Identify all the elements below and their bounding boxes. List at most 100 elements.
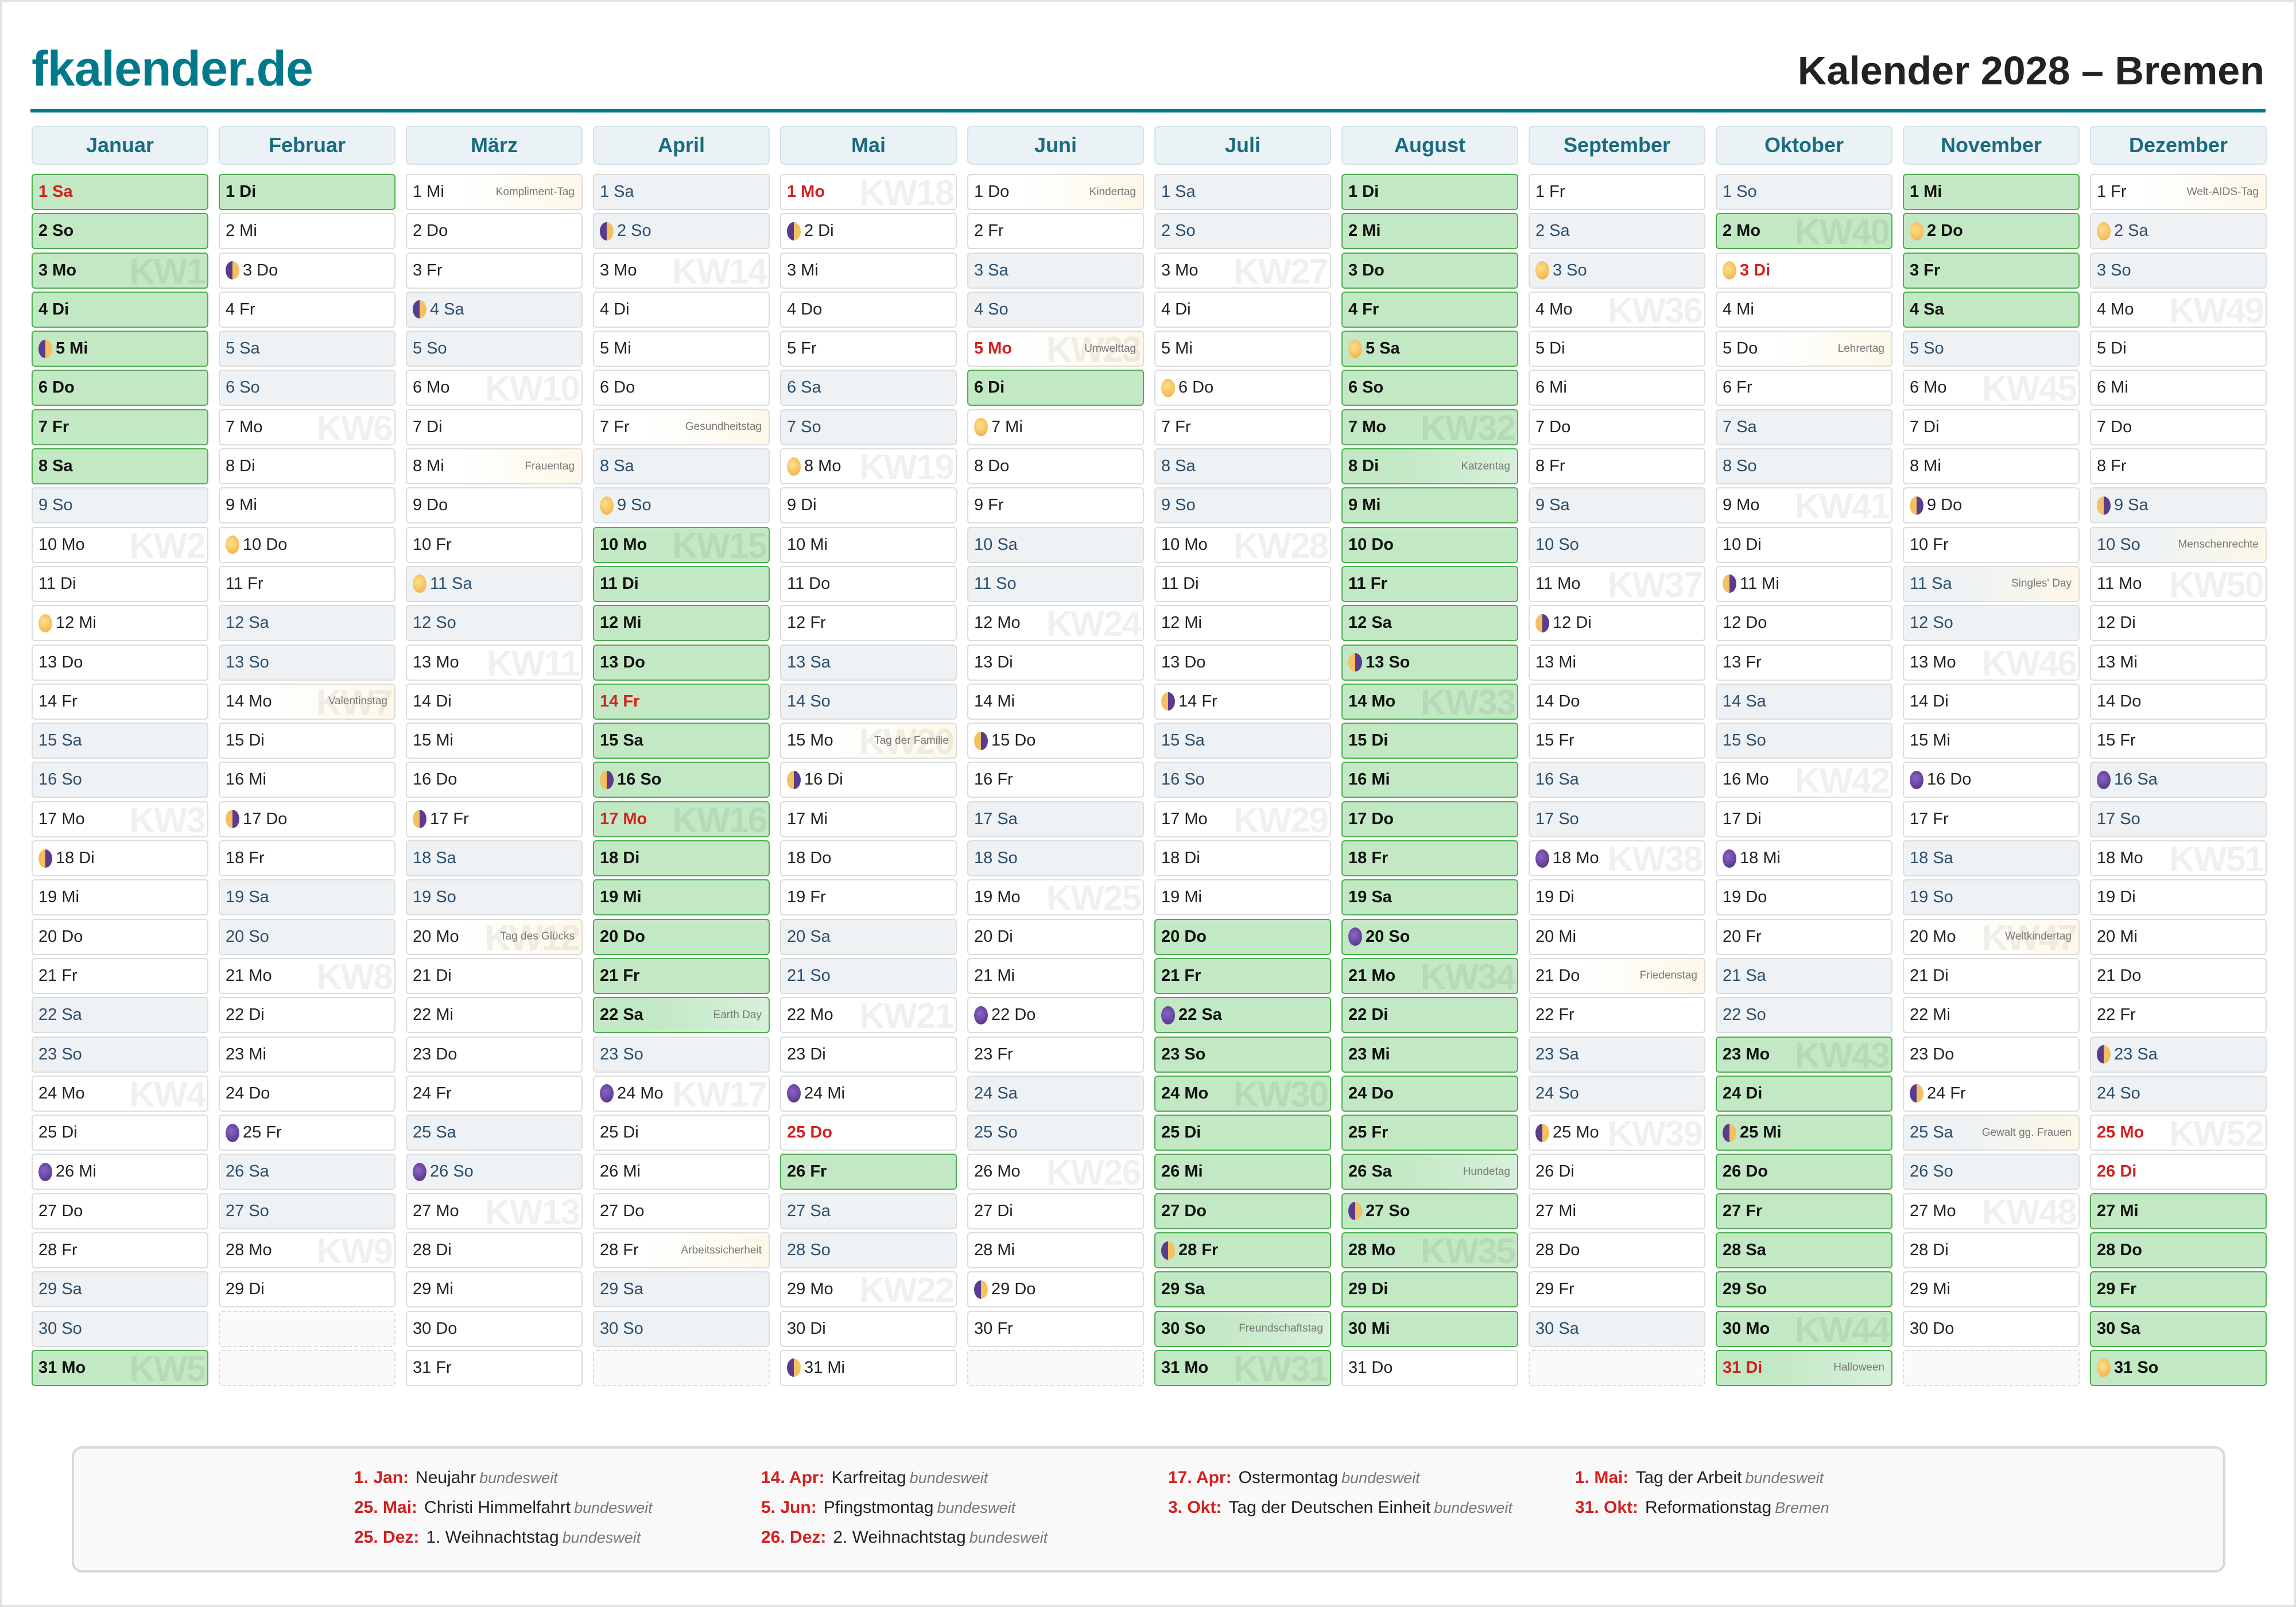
day-cell[interactable]: 9 Do [406, 487, 583, 524]
day-cell[interactable]: 14 So [780, 683, 957, 720]
day-cell[interactable]: 28 Di [1903, 1232, 2080, 1269]
day-cell[interactable]: KW16 17 Mo [593, 801, 770, 837]
day-cell[interactable]: 23 So [32, 1036, 208, 1073]
day-cell[interactable]: 14 Fr [32, 683, 208, 720]
day-cell[interactable]: 12 Mi [1154, 605, 1331, 642]
day-cell[interactable]: KW31 31 Mo [1154, 1349, 1331, 1386]
day-cell[interactable]: 7 Fr Gesundheitstag [593, 409, 770, 445]
day-cell[interactable]: KW15 10 Mo [593, 526, 770, 563]
day-cell[interactable]: 15 Do [967, 723, 1144, 759]
day-cell[interactable]: 6 Do [593, 370, 770, 406]
day-cell[interactable]: 3 Do [1341, 252, 1518, 289]
day-cell[interactable]: 26 Mi [593, 1154, 770, 1190]
day-cell[interactable]: 3 Fr [406, 252, 583, 289]
day-cell[interactable]: 1 Sa [1154, 174, 1331, 210]
day-cell[interactable]: 13 Do [593, 644, 770, 681]
day-cell[interactable]: 15 Mi [1903, 723, 2080, 759]
day-cell[interactable]: 29 Do [967, 1271, 1144, 1308]
day-cell[interactable]: 27 Di [967, 1193, 1144, 1229]
day-cell[interactable]: 17 So [2090, 801, 2267, 837]
day-cell[interactable]: KW49 4 Mo [2090, 291, 2267, 328]
day-cell[interactable]: KW42 16 Mo [1716, 762, 1892, 798]
day-cell[interactable]: 25 Sa Gewalt gg. Frauen [1903, 1115, 2080, 1151]
day-cell[interactable]: 28 So [780, 1232, 957, 1269]
day-cell[interactable]: 11 Di [32, 565, 208, 602]
day-cell[interactable]: 9 Mi [1341, 487, 1518, 524]
day-cell[interactable]: KW32 7 Mo [1341, 409, 1518, 445]
day-cell[interactable]: 11 Fr [219, 565, 395, 602]
day-cell[interactable]: 22 Mi [406, 997, 583, 1034]
day-cell[interactable]: 25 Sa [406, 1115, 583, 1151]
day-cell[interactable]: 19 Mi [1154, 879, 1331, 916]
day-cell[interactable]: 1 Di [1341, 174, 1518, 210]
day-cell[interactable]: 29 Fr [2090, 1271, 2267, 1308]
day-cell[interactable]: 4 Di [32, 291, 208, 328]
day-cell[interactable]: 2 So [1154, 213, 1331, 250]
day-cell[interactable]: KW26 26 Mo [967, 1154, 1144, 1190]
day-cell[interactable]: 20 Fr [1716, 918, 1892, 955]
day-cell[interactable]: 13 Do [1154, 644, 1331, 681]
day-cell[interactable]: 24 Mi [780, 1075, 957, 1112]
day-cell[interactable]: 16 Sa [1529, 762, 1705, 798]
day-cell[interactable]: 24 Di [1716, 1075, 1892, 1112]
day-cell[interactable]: 3 Mi [780, 252, 957, 289]
day-cell[interactable]: 27 Mi [2090, 1193, 2267, 1229]
day-cell[interactable]: KW41 9 Mo [1716, 487, 1892, 524]
day-cell[interactable]: 2 Do [1903, 213, 2080, 250]
day-cell[interactable]: 3 Fr [1903, 252, 2080, 289]
day-cell[interactable]: 31 So [2090, 1349, 2267, 1386]
day-cell[interactable]: 12 So [406, 605, 583, 642]
day-cell[interactable]: 31 Mi [780, 1349, 957, 1386]
day-cell[interactable]: 18 Mi [1716, 840, 1892, 877]
day-cell[interactable]: 2 Di [780, 213, 957, 250]
day-cell[interactable]: 3 So [2090, 252, 2267, 289]
day-cell[interactable]: 9 Di [780, 487, 957, 524]
day-cell[interactable]: 8 Mi Frauentag [406, 448, 583, 485]
day-cell[interactable]: 22 So [1716, 997, 1892, 1034]
day-cell[interactable]: KW18 1 Mo [780, 174, 957, 210]
day-cell[interactable]: 20 Do [593, 918, 770, 955]
day-cell[interactable]: 20 So [219, 918, 395, 955]
day-cell[interactable]: 14 Do [1529, 683, 1705, 720]
day-cell[interactable]: 10 Do [219, 526, 395, 563]
day-cell[interactable]: 10 Mi [780, 526, 957, 563]
day-cell[interactable]: 15 Di [1341, 723, 1518, 759]
day-cell[interactable]: 5 Mi [593, 331, 770, 367]
day-cell[interactable]: 20 Mi [1529, 918, 1705, 955]
day-cell[interactable]: 12 Di [2090, 605, 2267, 642]
day-cell[interactable]: 24 Fr [1903, 1075, 2080, 1112]
day-cell[interactable]: 25 Di [593, 1115, 770, 1151]
day-cell[interactable]: 17 So [1529, 801, 1705, 837]
day-cell[interactable]: KW43 23 Mo [1716, 1036, 1892, 1073]
day-cell[interactable]: 11 Sa Singles' Day [1903, 565, 2080, 602]
day-cell[interactable]: KW13 27 Mo [406, 1193, 583, 1229]
day-cell[interactable]: 13 Mi [1529, 644, 1705, 681]
day-cell[interactable]: 12 Di [1529, 605, 1705, 642]
day-cell[interactable]: 19 Di [2090, 879, 2267, 916]
day-cell[interactable]: KW45 6 Mo [1903, 370, 2080, 406]
day-cell[interactable]: 9 Fr [967, 487, 1144, 524]
day-cell[interactable]: KW51 18 Mo [2090, 840, 2267, 877]
day-cell[interactable]: 17 Fr [406, 801, 583, 837]
day-cell[interactable]: 8 Do [967, 448, 1144, 485]
day-cell[interactable]: 20 Mi [2090, 918, 2267, 955]
day-cell[interactable]: 5 Fr [780, 331, 957, 367]
day-cell[interactable]: 4 So [967, 291, 1144, 328]
day-cell[interactable]: 4 Mi [1716, 291, 1892, 328]
day-cell[interactable]: 24 So [1529, 1075, 1705, 1112]
day-cell[interactable]: 23 Mi [1341, 1036, 1518, 1073]
day-cell[interactable]: 21 Di [406, 957, 583, 994]
day-cell[interactable]: 24 Fr [406, 1075, 583, 1112]
day-cell[interactable]: 26 Mi [32, 1154, 208, 1190]
day-cell[interactable]: 14 Di [406, 683, 583, 720]
day-cell[interactable]: 11 Di [1154, 565, 1331, 602]
day-cell[interactable]: 12 Sa [219, 605, 395, 642]
day-cell[interactable]: 3 So [1529, 252, 1705, 289]
day-cell[interactable]: 12 Mi [593, 605, 770, 642]
day-cell[interactable]: 30 Di [780, 1310, 957, 1347]
day-cell[interactable]: 18 Sa [1903, 840, 2080, 877]
day-cell[interactable]: 8 Sa [1154, 448, 1331, 485]
day-cell[interactable]: 12 Do [1716, 605, 1892, 642]
day-cell[interactable]: 8 Fr [1529, 448, 1705, 485]
day-cell[interactable]: 20 Do [1154, 918, 1331, 955]
